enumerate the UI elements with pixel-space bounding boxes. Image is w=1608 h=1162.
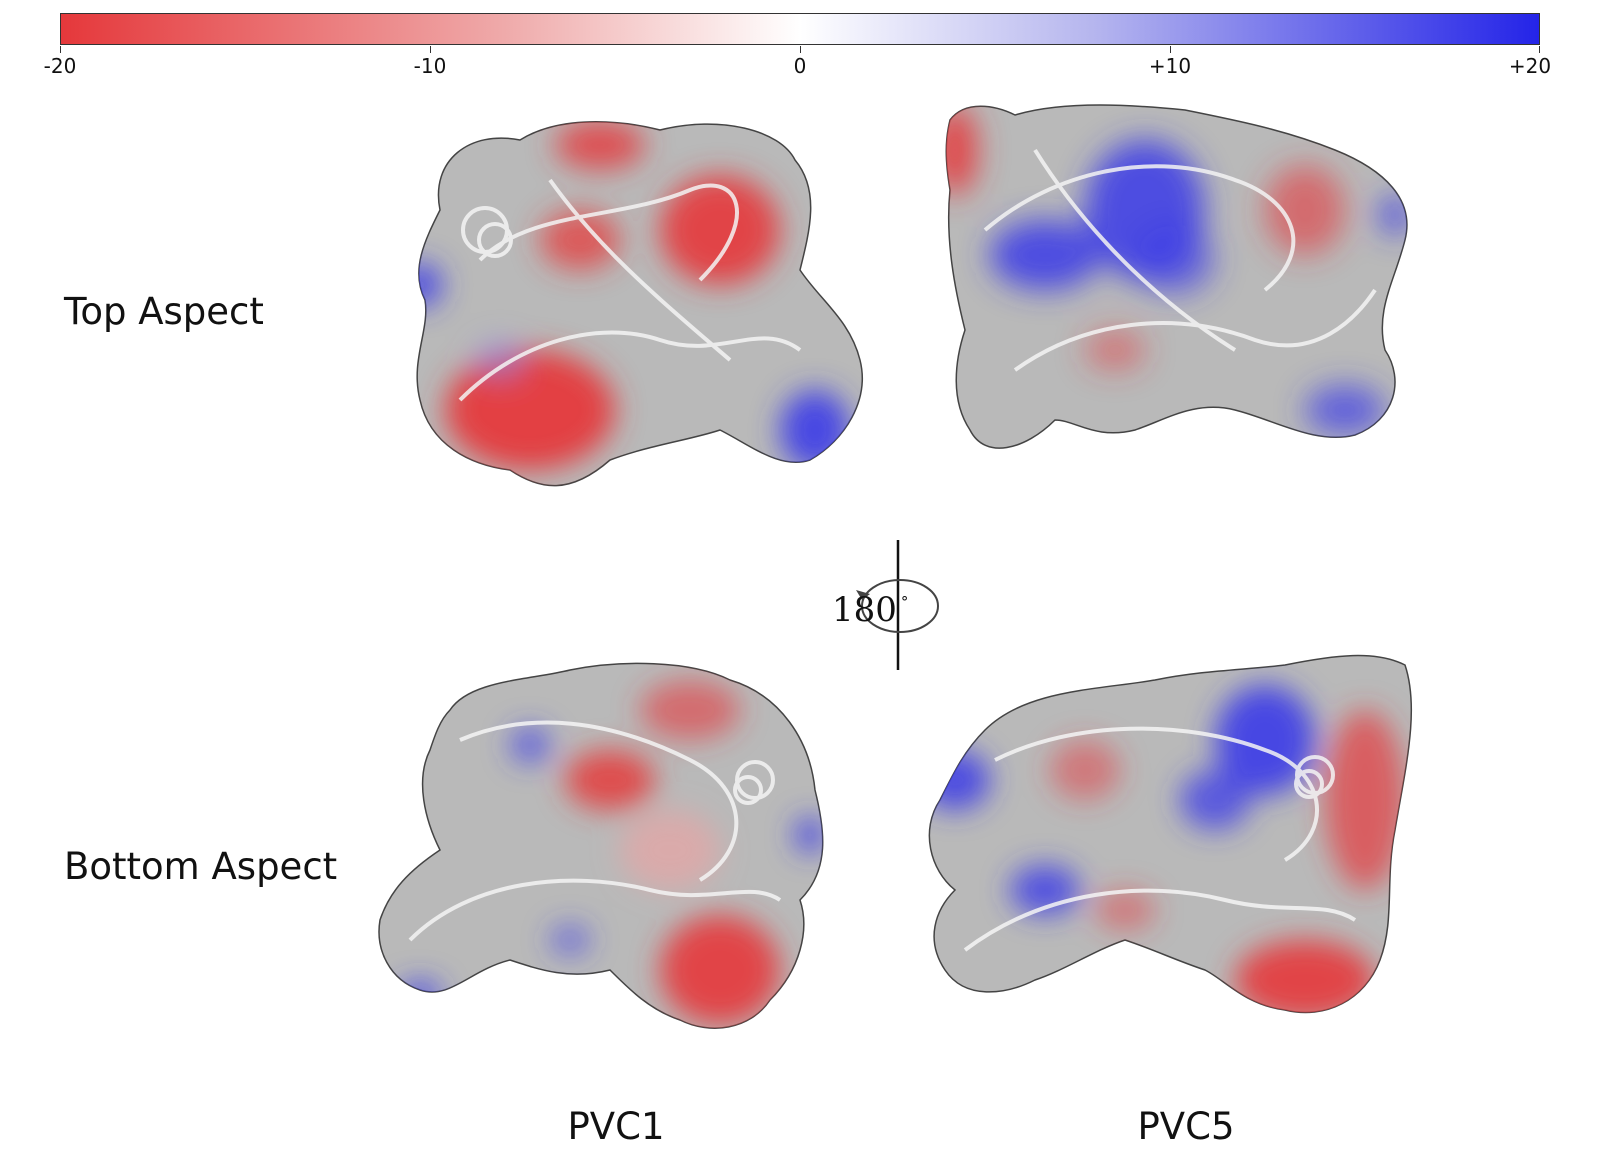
rotation-label: 180 ° — [832, 590, 908, 630]
colorbar-tick — [800, 46, 801, 53]
column-label-pvc5: PVC5 — [1137, 1105, 1235, 1148]
pvc1-top-surface — [416, 121, 863, 487]
pvc1-bottom-surface — [378, 662, 824, 1029]
rotation-degree-unit: ° — [900, 593, 909, 611]
rotation-value: 180 — [832, 590, 897, 630]
colorbar-tick — [1539, 46, 1540, 53]
colorbar-tick — [1170, 46, 1171, 53]
column-label-pvc1: PVC1 — [567, 1105, 665, 1148]
colorbar — [60, 13, 1540, 45]
row-label-top: Top Aspect — [64, 290, 264, 333]
colorbar-tick-label-min: -20 — [43, 54, 77, 78]
pvc5-top-surface — [945, 104, 1408, 449]
colorbar-tick-label-pos: +10 — [1148, 54, 1192, 78]
rotation-arrow-icon — [856, 540, 939, 670]
colorbar-tick-label-max: +20 — [1508, 54, 1552, 78]
colorbar-tick — [430, 46, 431, 53]
colorbar-tick-label-neg: -10 — [413, 54, 447, 78]
pvc5-bottom-surface — [928, 654, 1413, 1014]
colorbar-tick-label-zero: 0 — [793, 54, 807, 78]
colorbar-tick — [60, 46, 61, 53]
row-label-bottom: Bottom Aspect — [64, 845, 338, 888]
